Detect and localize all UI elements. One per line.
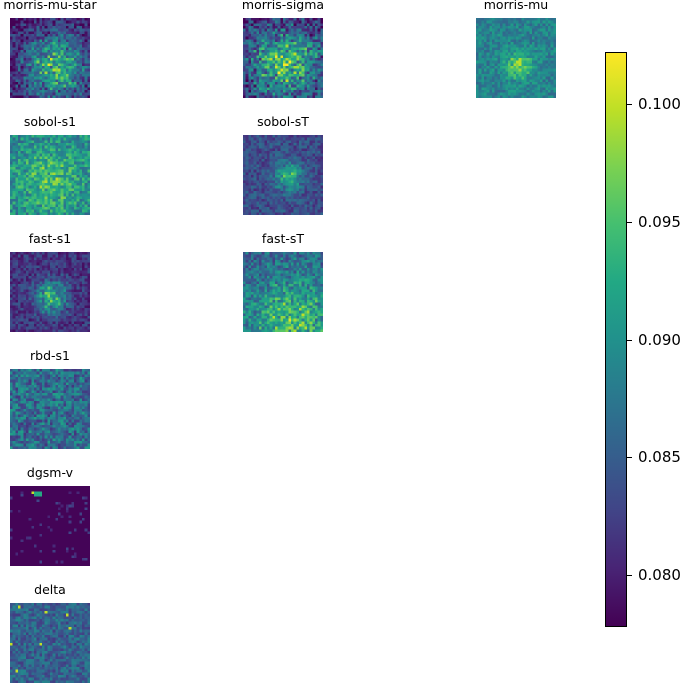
colorbar-tick xyxy=(627,575,632,576)
heatmap xyxy=(243,252,323,332)
panel-title: rbd-s1 xyxy=(30,348,70,363)
colorbar-tick-label: 0.100 xyxy=(638,95,681,113)
panel-title: fast-sT xyxy=(261,231,305,246)
colorbar xyxy=(605,52,627,627)
panel-title: morris-sigma xyxy=(241,0,325,12)
heatmap xyxy=(10,135,90,215)
colorbar-tick-label: 0.090 xyxy=(638,331,681,349)
colorbar-tick-label: 0.080 xyxy=(638,566,681,584)
panel-title: morris-mu-star xyxy=(3,0,97,12)
heatmap xyxy=(243,18,323,98)
colorbar-tick xyxy=(627,222,632,223)
colorbar-tick xyxy=(627,104,632,105)
colorbar-tick xyxy=(627,457,632,458)
heatmap xyxy=(10,369,90,449)
panel-title: sobol-sT xyxy=(257,114,309,129)
panel-title: delta xyxy=(34,582,66,597)
colorbar-tick-label: 0.085 xyxy=(638,448,681,466)
colorbar-tick xyxy=(627,340,632,341)
heatmap xyxy=(10,252,90,332)
heatmap xyxy=(10,486,90,566)
heatmap xyxy=(243,135,323,215)
colorbar-tick-label: 0.095 xyxy=(638,213,681,231)
panel-title: sobol-s1 xyxy=(23,114,77,129)
panel-title: dgsm-v xyxy=(26,465,74,480)
panel-title: morris-mu xyxy=(483,0,549,12)
panel-title: fast-s1 xyxy=(28,231,72,246)
heatmap xyxy=(10,603,90,683)
heatmap xyxy=(476,18,556,98)
heatmap xyxy=(10,18,90,98)
